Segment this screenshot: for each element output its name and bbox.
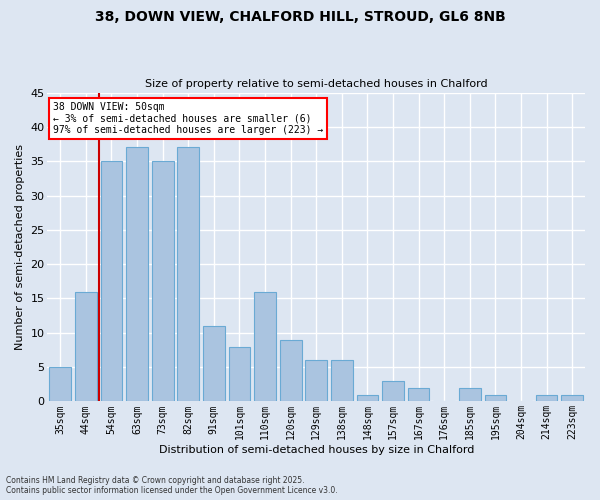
Bar <box>126 148 148 402</box>
Bar <box>305 360 327 402</box>
Bar <box>536 394 557 402</box>
Bar <box>485 394 506 402</box>
Bar <box>382 381 404 402</box>
Bar <box>229 346 250 402</box>
Bar <box>459 388 481 402</box>
Bar <box>280 340 302 402</box>
Bar <box>75 292 97 402</box>
Bar <box>101 161 122 402</box>
Title: Size of property relative to semi-detached houses in Chalford: Size of property relative to semi-detach… <box>145 79 488 89</box>
Text: 38, DOWN VIEW, CHALFORD HILL, STROUD, GL6 8NB: 38, DOWN VIEW, CHALFORD HILL, STROUD, GL… <box>95 10 505 24</box>
Bar <box>356 394 379 402</box>
Bar <box>152 161 173 402</box>
Text: Contains HM Land Registry data © Crown copyright and database right 2025.
Contai: Contains HM Land Registry data © Crown c… <box>6 476 338 495</box>
Bar <box>178 148 199 402</box>
Bar <box>408 388 430 402</box>
Bar <box>49 367 71 402</box>
Bar <box>254 292 276 402</box>
X-axis label: Distribution of semi-detached houses by size in Chalford: Distribution of semi-detached houses by … <box>158 445 474 455</box>
Y-axis label: Number of semi-detached properties: Number of semi-detached properties <box>15 144 25 350</box>
Bar <box>331 360 353 402</box>
Bar <box>562 394 583 402</box>
Text: 38 DOWN VIEW: 50sqm
← 3% of semi-detached houses are smaller (6)
97% of semi-det: 38 DOWN VIEW: 50sqm ← 3% of semi-detache… <box>53 102 323 135</box>
Bar <box>203 326 225 402</box>
